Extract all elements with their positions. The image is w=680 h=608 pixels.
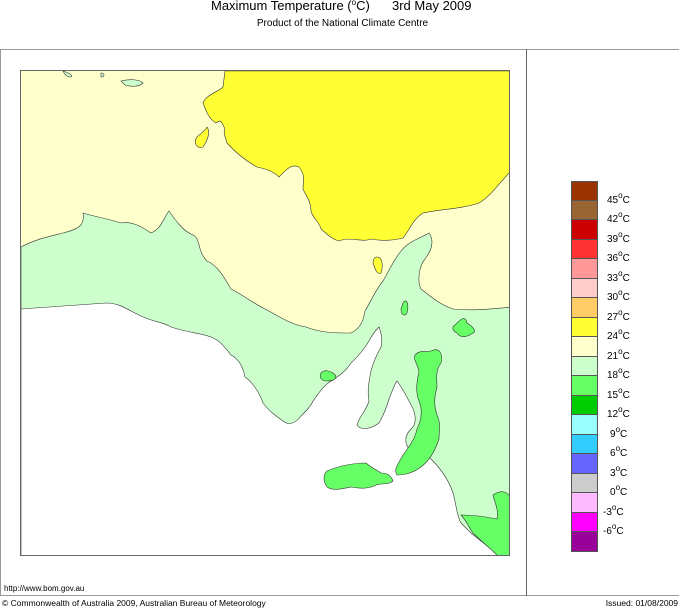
- legend-swatch: [571, 434, 598, 454]
- band-24-27-island: [195, 126, 209, 148]
- legend-label: 12oC: [607, 405, 630, 421]
- band-18-21-spots-north: [62, 71, 144, 87]
- legend-label: 33oC: [607, 268, 630, 284]
- legend-label: 21oC: [607, 346, 630, 362]
- legend-label: -6oC: [603, 522, 624, 538]
- map-frame: [0, 49, 679, 596]
- sea: [21, 302, 504, 555]
- title-date: 3rd May 2009: [392, 0, 472, 13]
- legend-swatch: [571, 415, 598, 435]
- legend-label: 45oC: [607, 190, 630, 206]
- color-legend: [571, 181, 598, 552]
- kangaroo-island: [323, 462, 394, 490]
- map-subtitle: Product of the National Climate Centre: [256, 18, 429, 29]
- legend-swatch: [571, 200, 598, 220]
- legend-swatch: [571, 220, 598, 240]
- legend-swatch: [571, 181, 598, 201]
- legend-label: 27oC: [607, 307, 630, 323]
- legend-label: 36oC: [607, 249, 630, 265]
- legend-label: 15oC: [607, 385, 630, 401]
- legend-label: 39oC: [607, 229, 630, 245]
- legend-swatch: [571, 337, 598, 357]
- band-15-18-spot-ne: [452, 318, 475, 338]
- legend-label: 24oC: [607, 327, 630, 343]
- legend-label: 18oC: [607, 366, 630, 382]
- legend-swatch: [571, 532, 598, 552]
- legend-swatch: [571, 493, 598, 513]
- source-url: http://www.bom.gov.au: [4, 584, 85, 593]
- legend-swatch: [571, 317, 598, 337]
- band-15-18-spot-yp: [319, 370, 337, 382]
- band-15-18-spot-n: [400, 300, 409, 316]
- map-title: Maximum Temperature (oC) 3rd May 2009: [0, 0, 680, 16]
- copyright-text: © Commonwealth of Australia 2009, Austra…: [2, 598, 266, 608]
- frame-divider: [526, 49, 527, 596]
- legend-swatch: [571, 395, 598, 415]
- legend-swatch: [571, 278, 598, 298]
- issued-date: Issued: 01/08/2009: [605, 598, 678, 608]
- legend-label: 6oC: [610, 444, 628, 460]
- band-15-18-ranges: [395, 349, 442, 476]
- title-text: Maximum Temperature (oC): [211, 0, 370, 13]
- legend-swatch: [571, 356, 598, 376]
- legend-swatch: [571, 473, 598, 493]
- legend-swatch: [571, 512, 598, 532]
- legend-swatch: [571, 298, 598, 318]
- temperature-map: [20, 70, 510, 556]
- legend-label: 0oC: [610, 483, 628, 499]
- legend-swatch: [571, 239, 598, 259]
- legend-label: 3oC: [610, 463, 628, 479]
- legend-label: 30oC: [607, 288, 630, 304]
- band-15-18-southeast: [460, 491, 509, 555]
- legend-label: 42oC: [607, 210, 630, 226]
- map-svg: [21, 71, 509, 555]
- band-24-27: [202, 71, 509, 242]
- legend-swatch: [571, 376, 598, 396]
- legend-label: 9oC: [610, 424, 628, 440]
- legend-swatch: [571, 259, 598, 279]
- legend-swatch: [571, 454, 598, 474]
- legend-label: -3oC: [603, 502, 624, 518]
- band-24-27-spot: [372, 256, 383, 274]
